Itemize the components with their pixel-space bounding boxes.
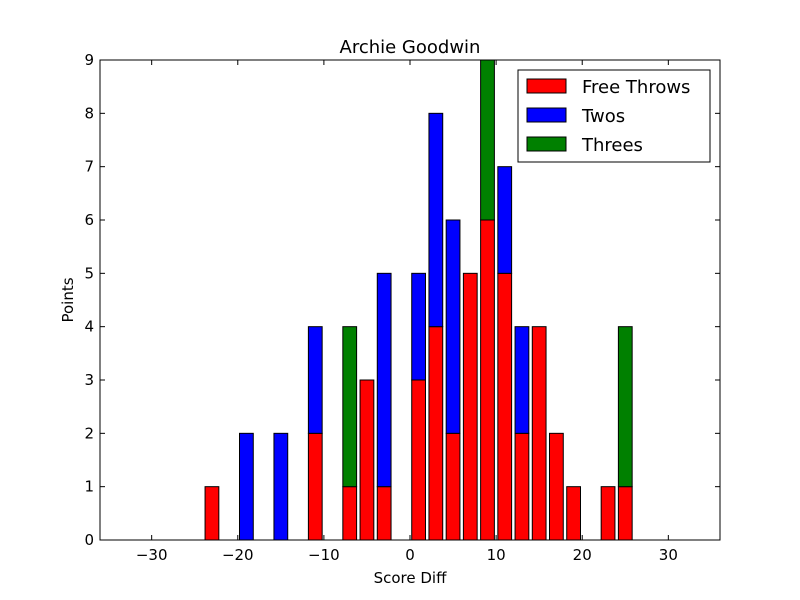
y-tick-label: 3 xyxy=(84,371,94,389)
bar-twos xyxy=(497,166,513,274)
bar-threes xyxy=(480,59,495,221)
bar-twos xyxy=(428,112,444,328)
bar-twos xyxy=(411,272,427,381)
bar-free-throws xyxy=(376,486,392,541)
bar-free-throws xyxy=(462,272,478,541)
bar-threes xyxy=(342,326,358,488)
bar-free-throws xyxy=(480,219,495,541)
bar-free-throws xyxy=(566,486,582,541)
bar-free-throws xyxy=(307,432,323,541)
chart-title: Archie Goodwin xyxy=(340,37,481,58)
x-tick-label: 30 xyxy=(659,546,678,564)
legend-swatch-twos xyxy=(526,107,567,123)
bar-twos xyxy=(376,272,392,488)
bar-free-throws xyxy=(204,486,220,541)
bar-twos xyxy=(239,432,254,541)
legend: Free Throws Twos Threes xyxy=(517,69,711,163)
y-tick-label: 2 xyxy=(84,424,94,442)
y-tick-label: 6 xyxy=(84,211,94,229)
bar-free-throws xyxy=(359,379,375,541)
x-tick-label: −10 xyxy=(308,546,340,564)
y-tick-label: 5 xyxy=(84,264,94,282)
y-tick-label: 4 xyxy=(84,318,94,336)
bar-free-throws xyxy=(514,432,530,541)
x-tick-label: 0 xyxy=(405,546,415,564)
y-tick-label: 7 xyxy=(84,158,94,176)
x-tick-label: −30 xyxy=(136,546,168,564)
plot-frame xyxy=(99,59,721,541)
bar-free-throws xyxy=(549,432,564,541)
bar-free-throws xyxy=(497,272,513,541)
legend-swatch-free-throws xyxy=(526,78,567,94)
bars-layer xyxy=(204,59,633,541)
y-tick-label: 8 xyxy=(84,104,94,122)
bar-free-throws xyxy=(531,326,547,541)
y-tick-label: 1 xyxy=(84,478,94,496)
bar-free-throws xyxy=(445,432,461,541)
bar-twos xyxy=(307,326,323,434)
bar-free-throws xyxy=(600,486,616,541)
ticks-layer: −30 −20 −10 0 10 20 30 0 1 2 3 4 5 6 7 8 9 xyxy=(84,51,720,564)
bar-free-throws xyxy=(617,486,633,541)
x-tick-label: 20 xyxy=(573,546,592,564)
bar-threes xyxy=(617,326,633,488)
bar-twos xyxy=(514,326,530,434)
bar-free-throws xyxy=(411,379,427,541)
legend-label: Twos xyxy=(581,106,625,127)
bar-twos xyxy=(445,219,461,434)
y-axis-label: Points xyxy=(59,277,77,322)
legend-label: Free Throws xyxy=(582,77,690,98)
y-tick-label: 9 xyxy=(84,51,94,69)
bar-twos xyxy=(273,432,289,541)
legend-swatch-threes xyxy=(526,136,567,152)
x-tick-label: −20 xyxy=(222,546,254,564)
x-axis-label: Score Diff xyxy=(374,569,447,587)
bar-free-throws xyxy=(342,486,358,541)
x-tick-label: 10 xyxy=(487,546,506,564)
y-tick-label: 0 xyxy=(84,531,94,549)
legend-label: Threes xyxy=(581,135,643,156)
bar-free-throws xyxy=(428,326,444,541)
